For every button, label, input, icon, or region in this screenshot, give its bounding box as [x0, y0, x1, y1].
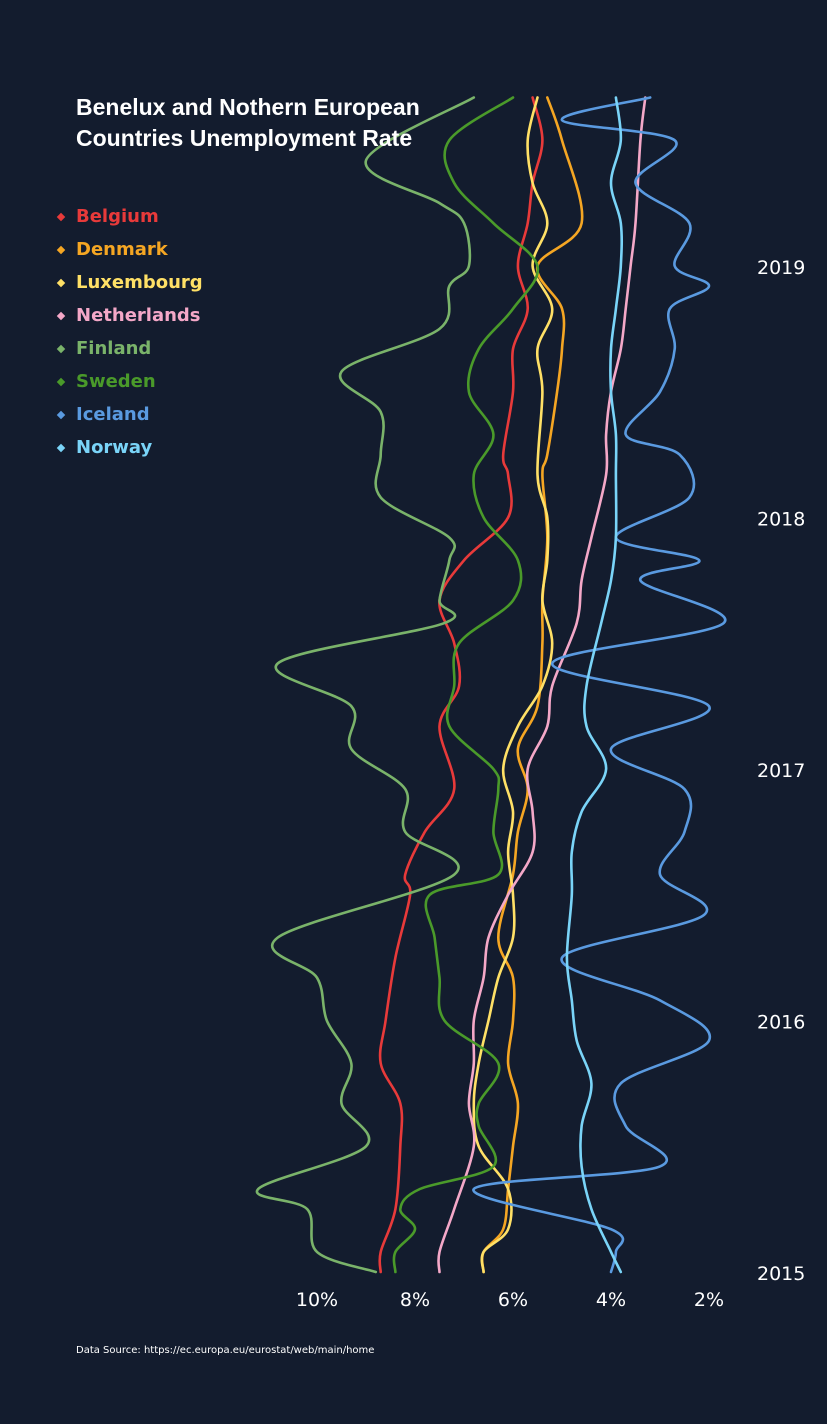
- x-tick-label: 10%: [296, 1289, 338, 1311]
- data-source-note: Data Source: https://ec.europa.eu/eurost…: [76, 1345, 375, 1356]
- series-line-iceland: [472, 96, 727, 1274]
- year-label-2017: 2017: [757, 760, 805, 782]
- legend-label: Luxembourg: [76, 272, 203, 293]
- legend-diamond-icon: [56, 410, 66, 419]
- legend: Belgium Denmark Luxembourg Netherlands Finla…: [56, 200, 203, 464]
- legend-item-finland: Finland: [56, 332, 203, 365]
- legend-item-luxembourg: Luxembourg: [56, 266, 203, 299]
- x-axis-ticks: 10% 8% 6% 4% 2%: [296, 1289, 724, 1311]
- chart-title: Benelux and Nothern European Countries U…: [76, 92, 496, 154]
- year-labels: 2015 2016 2017 2018 2019: [757, 257, 805, 1285]
- chart-title-line-1: Benelux and Nothern European: [76, 94, 420, 120]
- series-lines: [255, 96, 727, 1274]
- year-label-2016: 2016: [757, 1012, 805, 1034]
- series-line-denmark: [480, 96, 584, 1274]
- x-tick-label: 8%: [400, 1289, 430, 1311]
- series-line-finland: [255, 96, 476, 1274]
- series-line-luxembourg: [472, 96, 554, 1274]
- year-label-2015: 2015: [757, 1263, 805, 1285]
- chart-title-line-2: Countries Unemployment Rate: [76, 125, 413, 151]
- legend-diamond-icon: [56, 278, 66, 287]
- year-label-2018: 2018: [757, 509, 805, 531]
- legend-diamond-icon: [56, 344, 66, 353]
- series-line-belgium: [378, 96, 544, 1274]
- legend-diamond-icon: [56, 245, 66, 254]
- legend-diamond-icon: [56, 212, 66, 221]
- legend-label: Sweden: [76, 371, 156, 392]
- legend-item-netherlands: Netherlands: [56, 299, 203, 332]
- legend-diamond-icon: [56, 377, 66, 386]
- legend-label: Norway: [76, 437, 153, 458]
- legend-label: Netherlands: [76, 305, 201, 326]
- legend-label: Iceland: [76, 404, 150, 425]
- legend-item-norway: Norway: [56, 431, 203, 464]
- series-line-sweden: [392, 96, 540, 1274]
- year-label-2019: 2019: [757, 257, 805, 279]
- legend-label: Finland: [76, 338, 152, 359]
- legend-item-iceland: Iceland: [56, 398, 203, 431]
- series-line-netherlands: [437, 96, 647, 1274]
- x-tick-label: 6%: [498, 1289, 528, 1311]
- legend-diamond-icon: [56, 443, 66, 452]
- legend-diamond-icon: [56, 311, 66, 320]
- legend-label: Belgium: [76, 206, 159, 227]
- legend-item-sweden: Sweden: [56, 365, 203, 398]
- series-line-norway: [565, 96, 624, 1274]
- x-tick-label: 4%: [596, 1289, 626, 1311]
- legend-item-denmark: Denmark: [56, 233, 203, 266]
- legend-item-belgium: Belgium: [56, 200, 203, 233]
- legend-label: Denmark: [76, 239, 168, 260]
- x-tick-label: 2%: [694, 1289, 724, 1311]
